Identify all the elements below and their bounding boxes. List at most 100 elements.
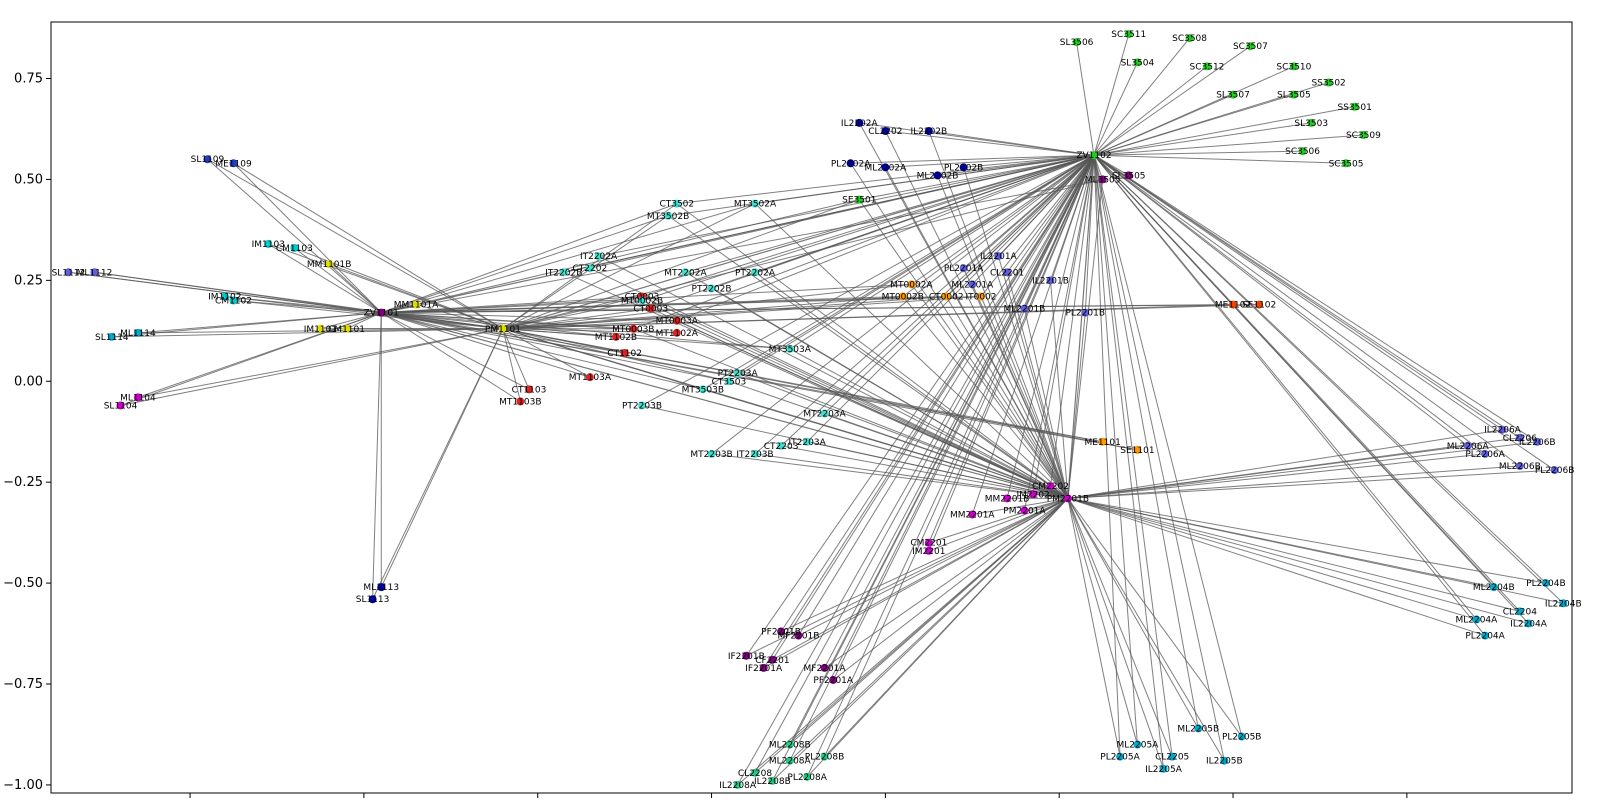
node-label: SE1101 [1120, 446, 1154, 456]
node-point [803, 772, 812, 781]
node-label: PL2202B [944, 163, 984, 173]
y-tick-label: −0.75 [3, 677, 43, 692]
edge [1067, 497, 1547, 584]
node-label: PL2205A [1100, 753, 1140, 763]
node-label: SC3512 [1190, 62, 1225, 72]
edge [1093, 155, 1121, 757]
node-label: SL3505 [1112, 171, 1146, 181]
node-label: ML1104 [120, 393, 156, 403]
node-label: IT2202A [580, 252, 618, 262]
edge [858, 199, 1069, 499]
edge [1093, 155, 1243, 737]
edge [885, 130, 1095, 156]
edge [233, 162, 504, 330]
node-label: ML2206B [1499, 462, 1541, 472]
node-point [290, 244, 299, 253]
node-label: ML1112 [77, 268, 113, 278]
edge [676, 320, 1069, 499]
node-point [751, 268, 760, 277]
edge [415, 304, 504, 330]
y-tick-label: −0.25 [3, 475, 43, 490]
y-tick-label: −0.50 [3, 576, 43, 591]
node-point [968, 280, 977, 289]
edge [641, 154, 1095, 297]
node-point [924, 546, 933, 555]
node-point [1072, 38, 1081, 47]
edge [1093, 155, 1173, 757]
node-label: IL2206A [1484, 426, 1522, 436]
node-point [342, 324, 351, 333]
edge [980, 154, 1095, 297]
node-point [959, 264, 968, 273]
y-tick-label: 0.25 [14, 273, 43, 288]
node-point [1498, 425, 1507, 434]
node-point [1185, 34, 1194, 43]
edge [1093, 45, 1251, 156]
node-point [1133, 740, 1142, 749]
node-label: SL1109 [191, 155, 225, 165]
edge [1067, 498, 1164, 769]
edge [641, 300, 1069, 499]
edge [971, 154, 1095, 285]
edge [1067, 498, 1225, 761]
node-label: MT3502A [734, 200, 777, 210]
edge [850, 154, 1094, 164]
node-label: IL2201A [980, 252, 1018, 262]
edge [381, 312, 730, 382]
edge [806, 497, 1069, 778]
edge [763, 497, 1069, 669]
edge [754, 453, 1068, 499]
node-point [116, 401, 125, 410]
node-point [733, 369, 742, 378]
node-point [1246, 42, 1255, 51]
node-point [1550, 466, 1559, 475]
node-point [325, 260, 334, 269]
node-label: CL2201 [990, 268, 1024, 278]
edge [1067, 497, 1529, 624]
edge [1093, 106, 1355, 156]
edge [806, 154, 1095, 443]
edge [1067, 465, 1520, 499]
node-point [881, 126, 890, 135]
node-label: MT2203B [690, 450, 732, 460]
node-label: SL1112 [52, 268, 86, 278]
node-point [1481, 449, 1490, 458]
edge [1093, 154, 1347, 164]
edge [502, 328, 591, 378]
node-point [646, 304, 655, 313]
edge [1093, 33, 1130, 156]
edge [111, 312, 382, 338]
edge [1032, 155, 1095, 495]
edge [381, 295, 643, 314]
node-point [1289, 62, 1298, 71]
node-label: MT0003B [612, 325, 654, 335]
node-label: IM2201 [912, 547, 945, 557]
node-label: IF2201A [745, 664, 783, 674]
edge [859, 154, 1095, 201]
node-label: CL2204 [1503, 607, 1537, 617]
node-label: ML2201A [951, 280, 994, 290]
node-point [681, 268, 690, 277]
node-point [1515, 462, 1524, 471]
node-label: IT2203B [736, 450, 773, 460]
node-point [785, 756, 794, 765]
node-point [855, 195, 864, 204]
node-label: SL3505 [1277, 91, 1311, 101]
node-label: CF2201 [755, 656, 789, 666]
node-point [1133, 445, 1142, 454]
node-label: ML2202A [864, 163, 907, 173]
node-point [1046, 276, 1055, 285]
plot-frame [50, 21, 1573, 794]
node-label: SE3501 [842, 196, 876, 206]
node-label: IL2208B [754, 777, 791, 787]
edge [372, 328, 504, 600]
edge [502, 283, 912, 330]
node-label: MT1103B [499, 397, 541, 407]
edge [1076, 42, 1095, 156]
node-label: ML2208A [769, 757, 812, 767]
edge [381, 215, 669, 314]
node-label: ML3505 [1085, 175, 1121, 185]
node-point [855, 118, 864, 127]
edge [320, 312, 382, 330]
node-label: MT0002B [621, 297, 663, 307]
